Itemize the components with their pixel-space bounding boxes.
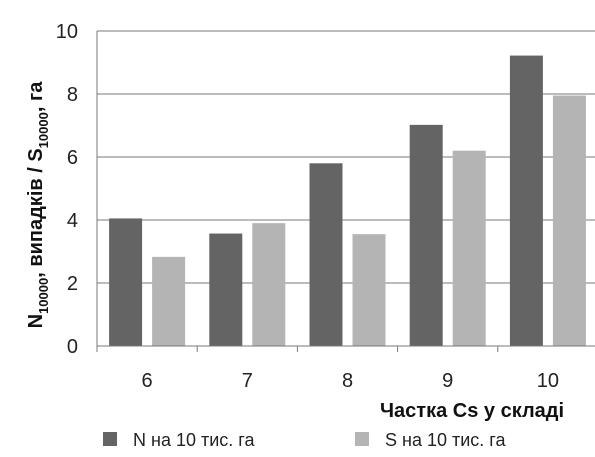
y-axis-s-subscript: 10000 xyxy=(36,112,51,148)
y-tick-label: 0 xyxy=(67,336,78,358)
bar-s xyxy=(552,95,586,346)
legend-label: S на 10 тис. га xyxy=(385,430,506,450)
bar-s xyxy=(152,256,186,346)
y-tick-label: 6 xyxy=(67,147,78,169)
y-axis-n: N xyxy=(25,314,47,328)
bar-n xyxy=(109,218,143,346)
y-axis-end: , га xyxy=(25,81,47,112)
y-tick-label: 10 xyxy=(56,21,78,43)
legend-swatch xyxy=(355,432,369,446)
x-tick-label: 10 xyxy=(537,370,559,392)
x-tick-label: 9 xyxy=(442,370,453,392)
x-axis-title: Частка Cs у складі xyxy=(380,400,564,422)
legend-label: N на 10 тис. га xyxy=(133,430,255,450)
bar-s xyxy=(252,223,286,346)
y-axis-title: N10000, випадків / S10000, га xyxy=(25,81,51,329)
x-tick-label: 8 xyxy=(342,370,353,392)
axes xyxy=(96,31,595,352)
tick-labels: 0 2 4 6 8 10 6 7 8 9 10 xyxy=(56,21,559,392)
bar-n xyxy=(409,124,443,347)
x-tick-label: 6 xyxy=(142,370,153,392)
bar-n xyxy=(509,55,543,346)
y-tick-label: 4 xyxy=(67,210,78,232)
bar-n xyxy=(309,163,343,346)
y-tick-label: 2 xyxy=(67,273,78,295)
y-tick-label: 8 xyxy=(67,84,78,106)
bar-s xyxy=(352,234,386,346)
legend-swatch xyxy=(103,432,117,446)
bar-s xyxy=(452,150,486,346)
bar-n xyxy=(209,233,243,346)
y-axis-s: S xyxy=(25,148,47,161)
y-axis-n-subscript: 10000 xyxy=(36,278,51,314)
x-tick-label: 7 xyxy=(242,370,253,392)
legend: N на 10 тис. га S на 10 тис. га xyxy=(103,430,506,450)
y-axis-middle: , випадків / xyxy=(25,162,47,278)
bars xyxy=(109,55,586,347)
